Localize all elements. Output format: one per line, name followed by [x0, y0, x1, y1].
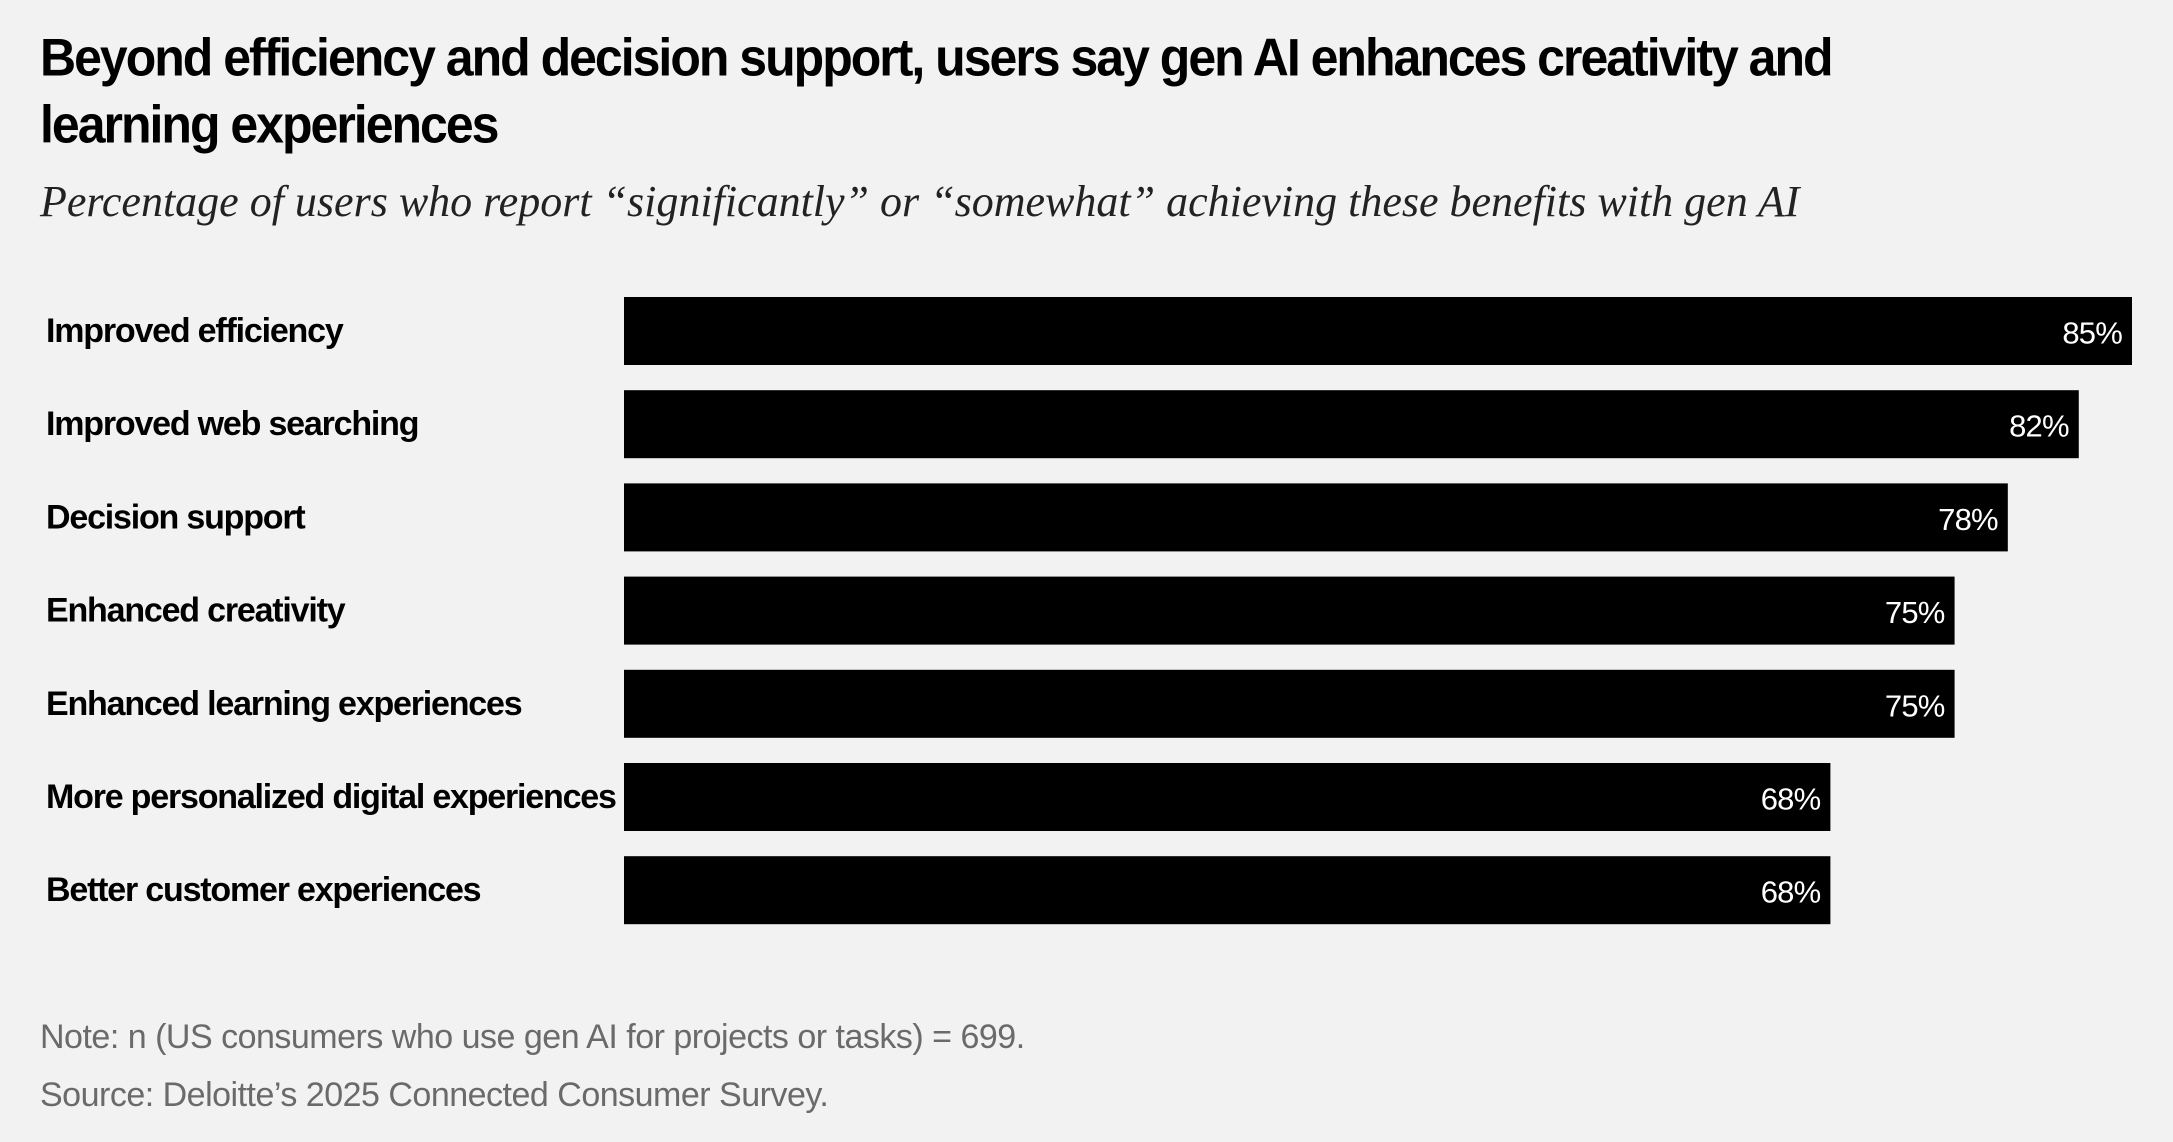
- note-text: Note: n (US consumers who use gen AI for…: [40, 1018, 1025, 1056]
- bar-chart: Improved efficiency 85% Improved web searc…: [46, 297, 2132, 925]
- bar: [624, 763, 1831, 831]
- category-label: Enhanced creativity: [46, 592, 346, 630]
- bar: [624, 297, 2132, 365]
- value-label: 68%: [1761, 875, 1821, 910]
- value-label: 68%: [1761, 782, 1821, 817]
- value-label: 78%: [1938, 502, 1998, 537]
- bar: [624, 483, 2008, 552]
- value-label: 82%: [2009, 409, 2069, 444]
- value-label: 85%: [2062, 316, 2122, 351]
- source-text: Source: Deloitte’s 2025 Connected Consum…: [40, 1076, 829, 1114]
- category-label: Better customer experiences: [46, 871, 481, 909]
- category-label: Enhanced learning experiences: [46, 685, 522, 723]
- category-label: Decision support: [46, 498, 305, 536]
- bar: [624, 576, 1955, 645]
- category-label: More personalized digital experiences: [46, 778, 616, 816]
- bar: [624, 669, 1955, 738]
- chart-title: Beyond efficiency and decision support, …: [40, 28, 1834, 155]
- chart-footer: Note: n (US consumers who use gen AI for…: [40, 1008, 1025, 1124]
- category-label: Improved efficiency: [46, 312, 344, 350]
- chart-subtitle: Percentage of users who report “signific…: [40, 177, 1800, 226]
- category-label: Improved web searching: [46, 405, 418, 443]
- value-label: 75%: [1885, 595, 1945, 630]
- value-label: 75%: [1885, 688, 1945, 723]
- bar: [624, 390, 2079, 459]
- bar: [624, 856, 1831, 925]
